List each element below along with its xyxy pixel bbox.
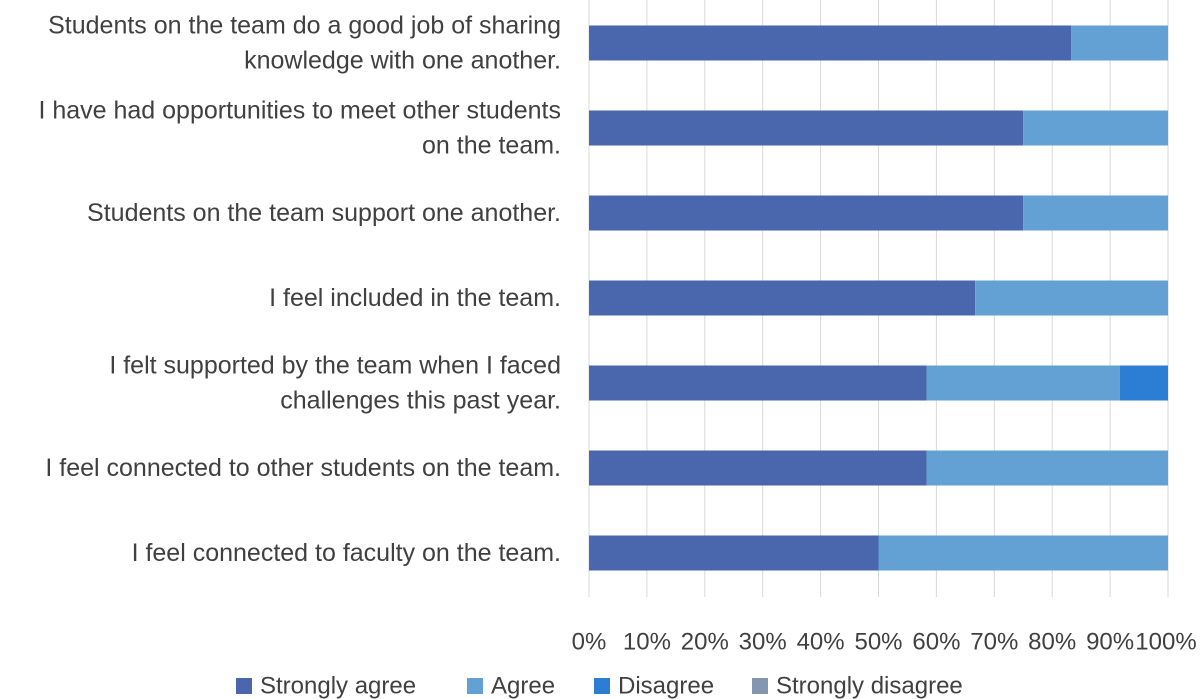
bar-segment-agree xyxy=(1023,110,1168,146)
category-label: Students on the team do a good job of sh… xyxy=(48,12,561,40)
x-tick-label: 100% xyxy=(1135,629,1196,656)
x-tick-label: 10% xyxy=(623,629,671,656)
x-tick-label: 90% xyxy=(1086,629,1134,656)
x-tick-label: 50% xyxy=(854,629,902,656)
category-label: I feel connected to other students on th… xyxy=(45,454,561,482)
x-tick-label: 0% xyxy=(572,629,607,656)
legend-swatch xyxy=(594,678,610,694)
x-tick-label: 30% xyxy=(739,629,787,656)
category-label: I feel included in the team. xyxy=(269,284,561,312)
bar-segment-agree xyxy=(1023,195,1168,231)
category-label: Students on the team support one another… xyxy=(87,199,561,227)
legend-swatch xyxy=(467,678,483,694)
bar-segment-strongly-agree xyxy=(589,450,927,486)
category-label: I have had opportunities to meet other s… xyxy=(38,97,561,125)
x-tick-label: 60% xyxy=(912,629,960,656)
legend-swatch xyxy=(236,678,252,694)
legend-label: Agree xyxy=(491,673,555,699)
category-labels: Students on the team do a good job of sh… xyxy=(38,12,561,568)
category-label: knowledge with one another. xyxy=(244,47,561,75)
bar-segment-agree xyxy=(926,365,1120,401)
bar-segment-strongly-agree xyxy=(589,25,1072,61)
category-label: I feel connected to faculty on the team. xyxy=(132,539,561,567)
legend: Strongly agree Agree Disagree Strongly disa… xyxy=(236,673,963,699)
x-axis-tick-labels: 0% 10% 20% 30% 40% 50% 60% 70% 80% 90% 100% xyxy=(572,629,1197,656)
bar-segment-disagree xyxy=(1119,365,1168,401)
category-label: on the team. xyxy=(422,132,561,160)
legend-label: Strongly disagree xyxy=(776,673,963,699)
category-label: I felt supported by the team when I face… xyxy=(109,352,561,380)
x-tick-label: 70% xyxy=(970,629,1018,656)
bar-segment-strongly-agree xyxy=(589,280,976,316)
bar-segment-strongly-agree xyxy=(589,365,927,401)
bar-segment-agree xyxy=(926,450,1168,486)
bar-segment-strongly-agree xyxy=(589,110,1024,146)
x-tick-label: 40% xyxy=(797,629,845,656)
legend-label: Strongly agree xyxy=(260,673,416,699)
x-tick-label: 20% xyxy=(681,629,729,656)
bars xyxy=(589,25,1168,571)
bar-segment-agree xyxy=(878,535,1168,571)
x-tick-label: 80% xyxy=(1028,629,1076,656)
category-label: challenges this past year. xyxy=(280,387,561,415)
legend-label: Disagree xyxy=(618,673,714,699)
bar-segment-strongly-agree xyxy=(589,195,1024,231)
bar-segment-agree xyxy=(1071,25,1168,61)
bar-segment-agree xyxy=(975,280,1168,316)
bar-segment-strongly-agree xyxy=(589,535,879,571)
legend-swatch xyxy=(752,678,768,694)
